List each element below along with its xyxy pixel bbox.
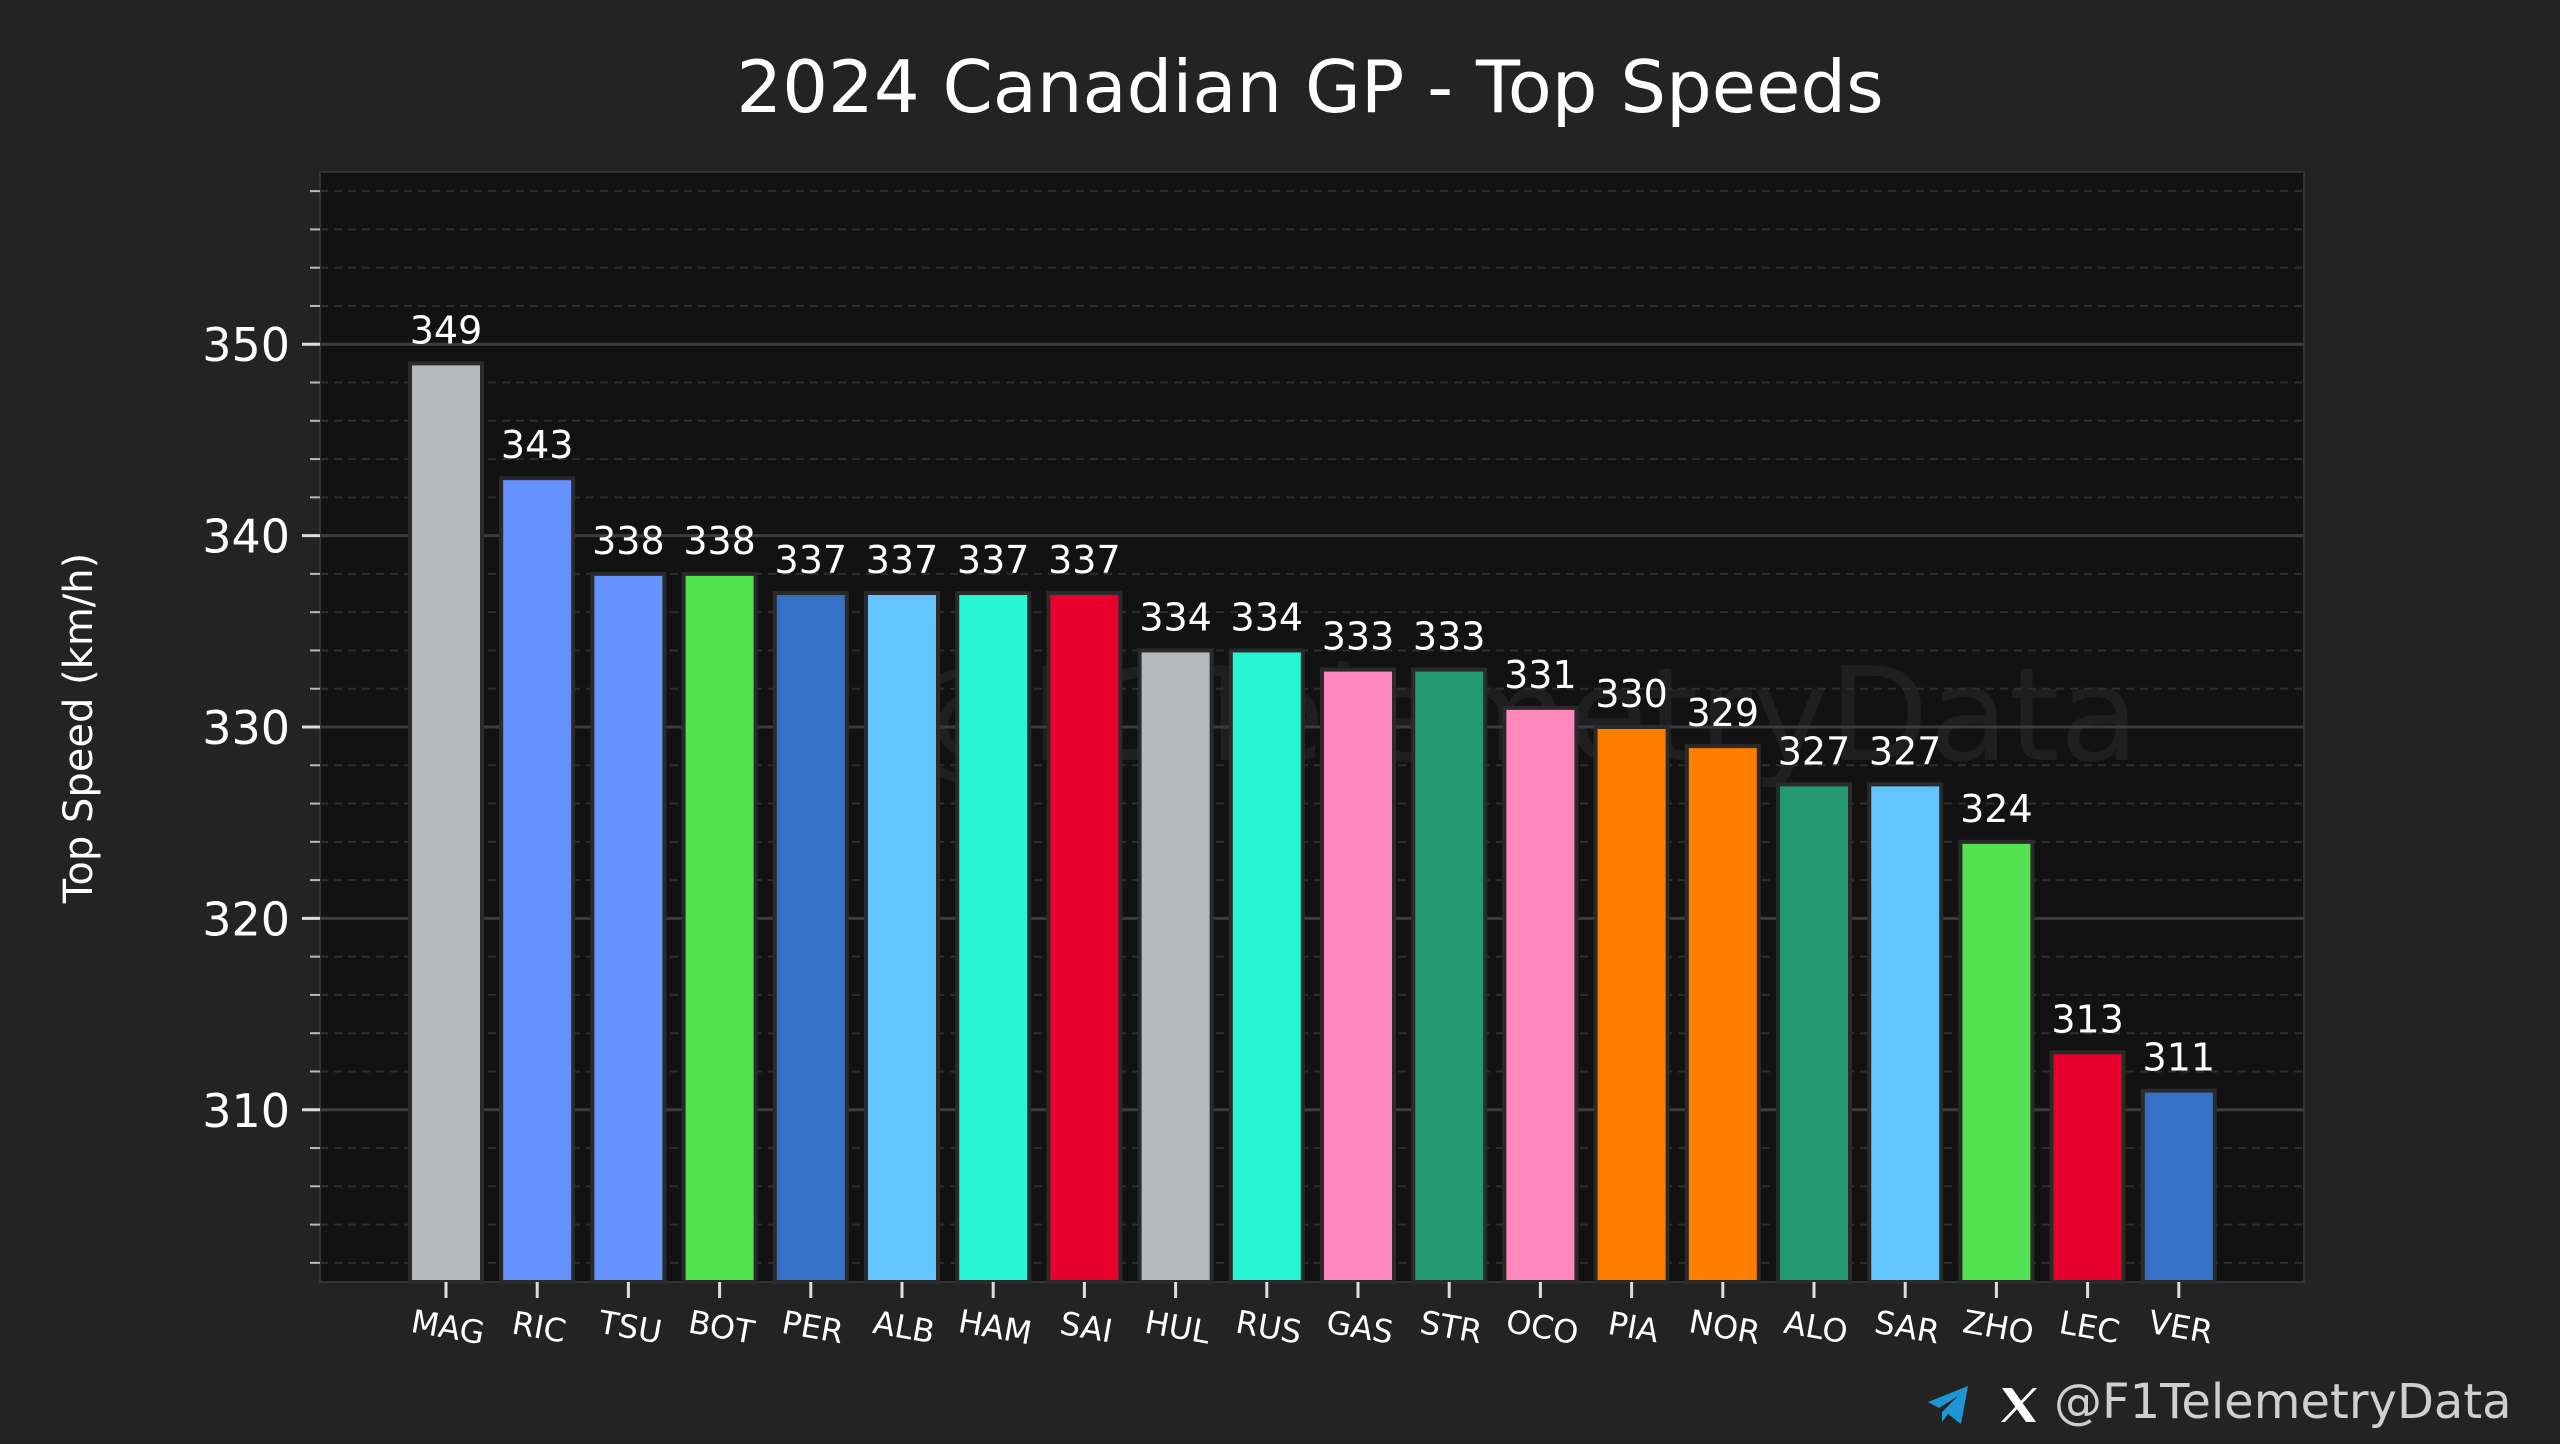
bar-sar — [1867, 782, 1944, 1285]
bar-bot — [681, 571, 758, 1284]
bar-gas — [1320, 667, 1396, 1284]
bar-ver — [2140, 1088, 2217, 1285]
bar-str — [1411, 667, 1488, 1284]
y-tick-label: 350 — [202, 318, 290, 372]
value-label-sar: 327 — [1869, 729, 1942, 773]
bar-per — [772, 591, 849, 1284]
value-label-nor: 329 — [1687, 691, 1760, 735]
value-label-ric: 343 — [501, 423, 574, 467]
bar-sai — [1046, 591, 1123, 1284]
value-label-sai: 337 — [1048, 538, 1121, 582]
value-label-zho: 324 — [1960, 787, 2033, 831]
value-label-hul: 334 — [1139, 595, 1212, 639]
x-icon — [2001, 1388, 2037, 1422]
x-tick-label-pia: PIA — [1605, 1304, 1662, 1350]
value-label-ver: 311 — [2143, 1036, 2216, 1080]
bar-zho — [1958, 839, 2035, 1284]
value-label-rus: 334 — [1231, 595, 1304, 639]
y-tick-label: 310 — [202, 1084, 290, 1138]
bar-tsu — [590, 571, 667, 1284]
value-label-bot: 338 — [683, 519, 756, 563]
bar-alb — [864, 591, 940, 1284]
x-tick-label-ric: RIC — [509, 1304, 569, 1351]
bar-ham — [955, 591, 1032, 1284]
value-label-lec: 313 — [2051, 997, 2124, 1041]
value-label-alb: 337 — [866, 538, 939, 582]
y-tick-label: 330 — [202, 701, 290, 755]
value-label-per: 337 — [775, 538, 848, 582]
value-label-ham: 337 — [957, 538, 1030, 582]
chart-title: 2024 Canadian GP - Top Speeds — [736, 45, 1883, 129]
value-labels: 349 343 338 338 337 337 337 337 334 334 333 333 331 3… — [410, 308, 2215, 1079]
bar-nor — [1684, 744, 1761, 1284]
footer-handle: @F1TelemetryData — [2054, 1374, 2512, 1430]
y-axis-ticks: 310 320 330 340 350 — [202, 190, 320, 1264]
value-label-str: 333 — [1413, 615, 1486, 659]
bar-mag — [408, 361, 484, 1284]
bar-alo — [1776, 782, 1852, 1285]
value-label-mag: 349 — [410, 308, 483, 352]
bar-ric — [499, 476, 576, 1284]
value-label-pia: 330 — [1595, 672, 1668, 716]
bar-hul — [1137, 648, 1214, 1284]
footer: @F1TelemetryData — [1928, 1374, 2512, 1430]
value-label-gas: 333 — [1322, 615, 1395, 659]
bar-lec — [2049, 1050, 2126, 1285]
y-axis-label: Top Speed (km/h) — [56, 553, 102, 905]
bar-rus — [1228, 648, 1305, 1284]
bar-oco — [1502, 705, 1579, 1284]
y-tick-label: 320 — [202, 892, 290, 946]
value-label-alo: 327 — [1778, 729, 1851, 773]
telegram-icon — [1928, 1386, 1968, 1424]
bar-pia — [1593, 725, 1670, 1284]
y-tick-label: 340 — [202, 510, 290, 564]
x-tick-label-sai: SAI — [1057, 1304, 1115, 1350]
value-label-oco: 331 — [1504, 653, 1577, 697]
value-label-tsu: 338 — [592, 519, 665, 563]
